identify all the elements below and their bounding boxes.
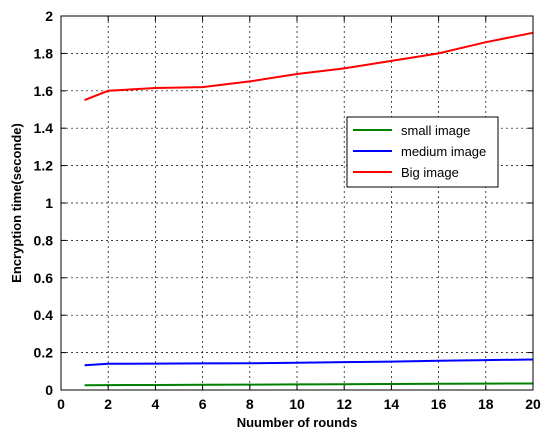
y-tick-label: 0 bbox=[45, 382, 53, 398]
y-tick-label: 1.6 bbox=[34, 83, 54, 99]
series-line-small-image bbox=[84, 382, 534, 387]
y-tick-label: 0.2 bbox=[34, 345, 54, 361]
series-line-medium-image bbox=[84, 358, 534, 367]
y-tick-label: 1.4 bbox=[34, 120, 54, 136]
legend-label-big-image: Big image bbox=[401, 165, 459, 180]
x-tick-label: 4 bbox=[152, 396, 160, 412]
y-tick-label: 1.8 bbox=[34, 45, 54, 61]
y-tick-label: 2 bbox=[45, 8, 53, 24]
x-tick-label: 6 bbox=[199, 396, 207, 412]
series-line-big-image bbox=[84, 31, 534, 102]
x-tick-label: 20 bbox=[525, 396, 541, 412]
x-tick-label: 0 bbox=[57, 396, 65, 412]
x-tick-label: 14 bbox=[384, 396, 400, 412]
x-tick-label: 8 bbox=[246, 396, 254, 412]
x-tick-label: 12 bbox=[336, 396, 352, 412]
legend-label-small-image: small image bbox=[401, 123, 470, 138]
x-tick-label: 16 bbox=[431, 396, 447, 412]
y-tick-label: 0.8 bbox=[34, 232, 54, 248]
y-tick-label: 1.2 bbox=[34, 158, 54, 174]
y-tick-label: 1 bbox=[45, 195, 53, 211]
x-tick-label: 2 bbox=[104, 396, 112, 412]
x-tick-label: 10 bbox=[289, 396, 305, 412]
legend: small image medium image Big image bbox=[346, 116, 499, 188]
x-tick-label: 18 bbox=[478, 396, 494, 412]
y-axis-title: Encryption time(seconde) bbox=[9, 123, 24, 283]
y-tick-label: 0.4 bbox=[34, 307, 54, 323]
x-axis-title: Nuumber of rounds bbox=[237, 415, 358, 430]
y-tick-label: 0.6 bbox=[34, 270, 54, 286]
legend-label-medium-image: medium image bbox=[401, 144, 486, 159]
